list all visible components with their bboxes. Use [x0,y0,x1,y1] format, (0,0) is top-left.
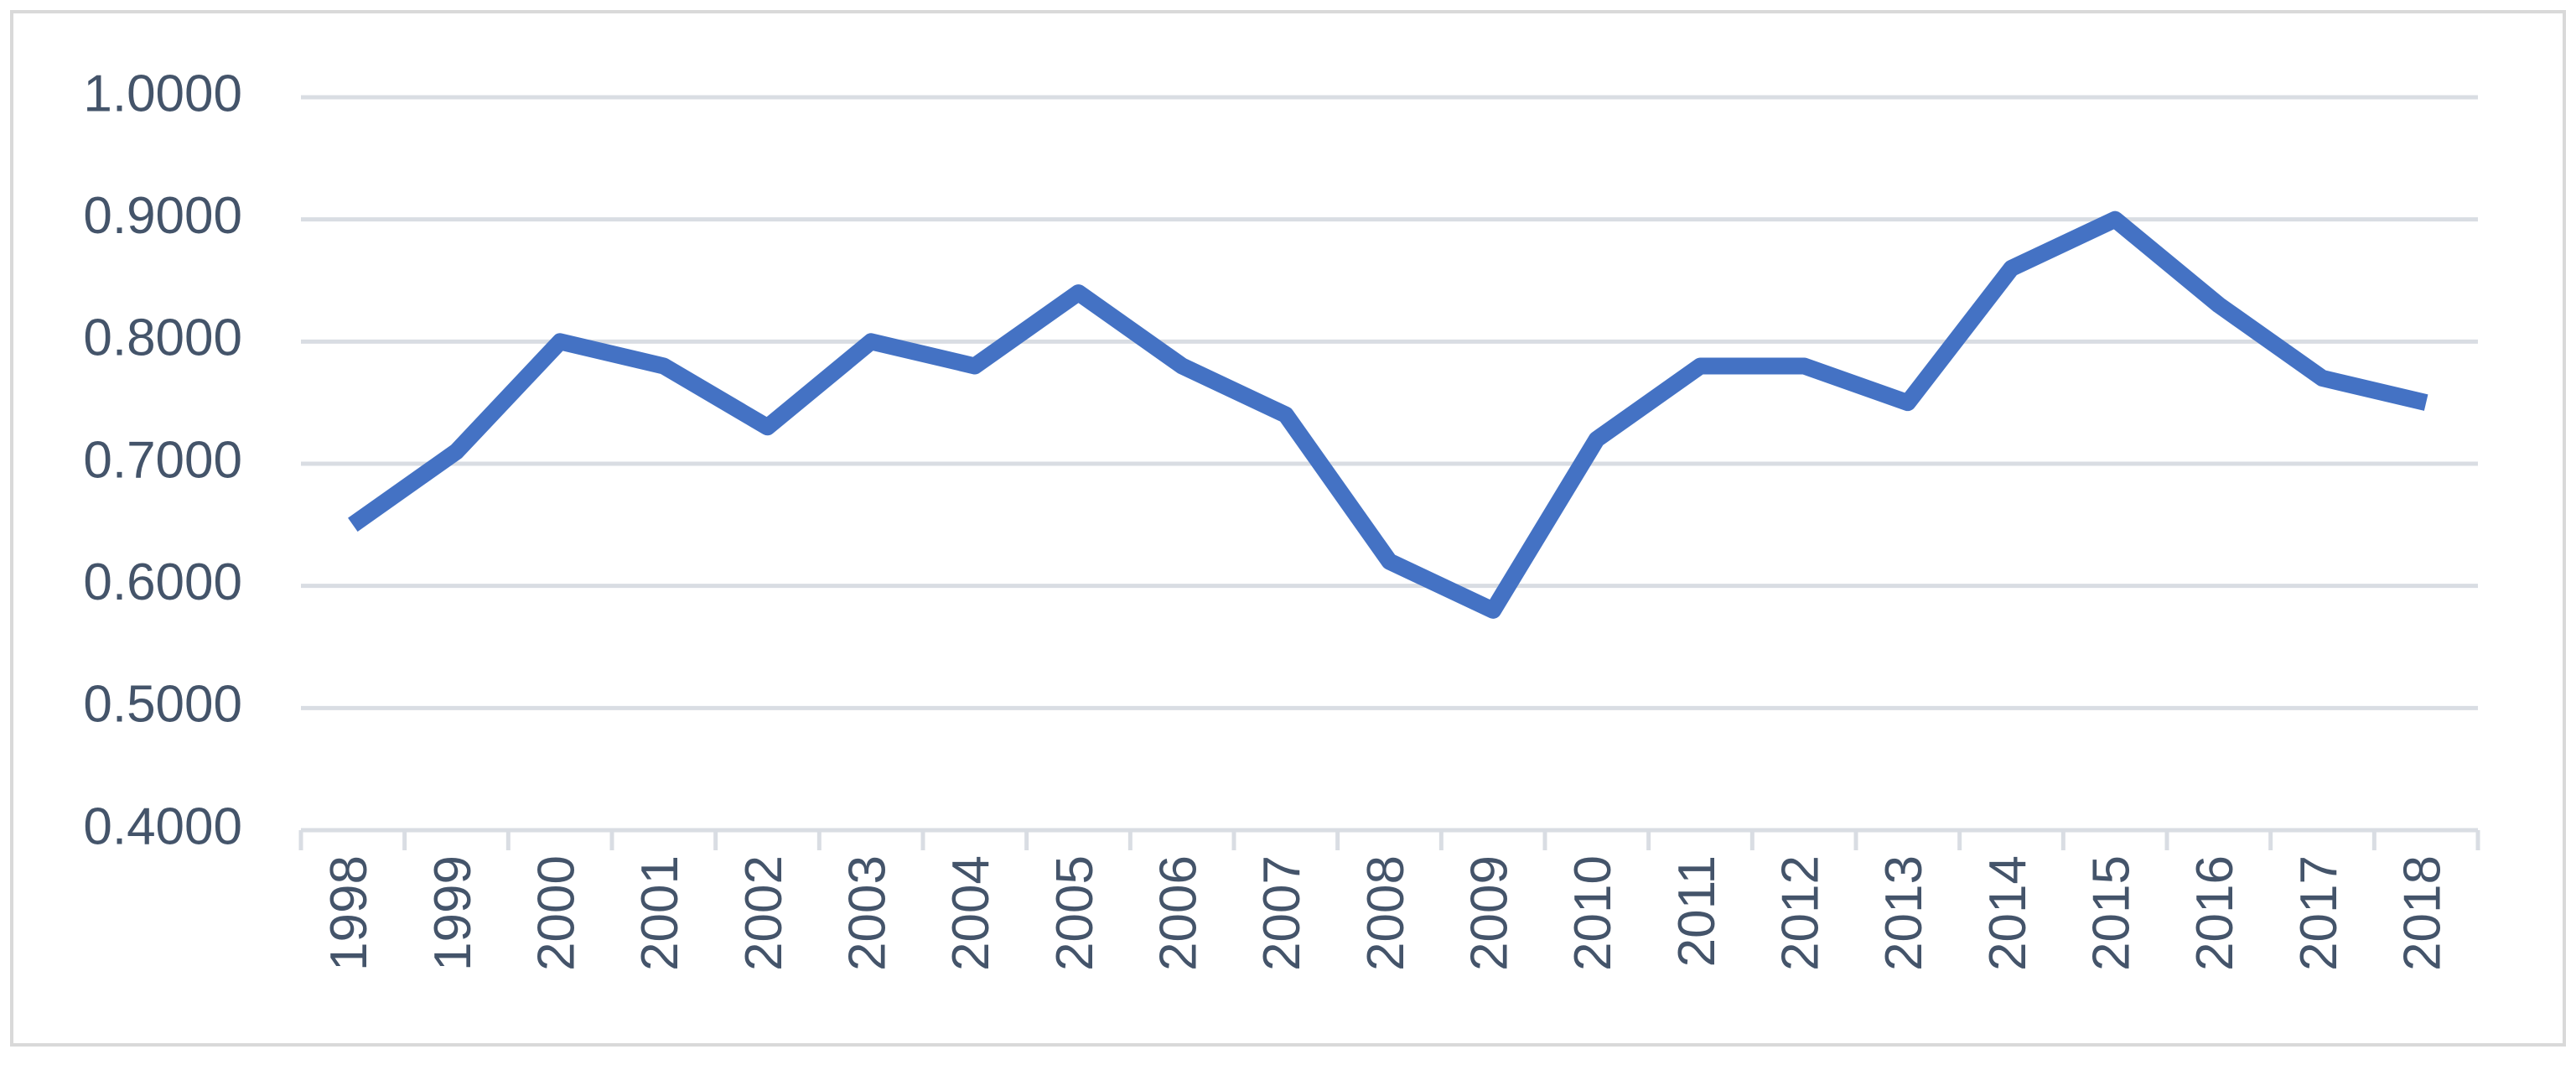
x-tick-label: 2008 [1357,855,1415,971]
x-tick-label: 2007 [1253,855,1311,971]
y-tick-label: 0.4000 [83,797,242,855]
x-tick-label: 2009 [1461,855,1519,971]
chart-border [10,10,2566,1047]
y-tick-label: 0.7000 [83,431,242,489]
y-tick-label: 0.8000 [83,309,242,367]
x-tick-label: 2013 [1875,855,1933,971]
x-tick-label: 2017 [2290,855,2348,971]
y-tick-label: 0.9000 [83,187,242,245]
x-tick-label: 1998 [320,855,378,971]
x-tick-label: 2012 [1772,855,1830,971]
y-tick-label: 1.0000 [83,65,242,122]
x-tick-label: 2002 [735,855,793,971]
x-tick-label: 2015 [2083,855,2141,971]
x-tick-label: 2001 [631,855,689,971]
y-tick-label: 0.6000 [83,553,242,611]
x-tick-label: 2000 [528,855,586,971]
x-tick-label: 1999 [424,855,482,971]
x-tick-label: 2014 [1979,855,2037,971]
x-tick-label: 2004 [942,855,1000,971]
x-tick-label: 2003 [839,855,897,971]
x-tick-label: 2005 [1046,855,1104,971]
x-tick-label: 2010 [1564,855,1622,971]
y-tick-label: 0.5000 [83,676,242,734]
data-line [348,210,2428,619]
x-tick-label: 2011 [1668,855,1726,967]
x-tick-label: 2016 [2186,855,2244,971]
x-tick-label: 2006 [1150,855,1208,971]
x-tick-label: 2018 [2394,855,2452,971]
